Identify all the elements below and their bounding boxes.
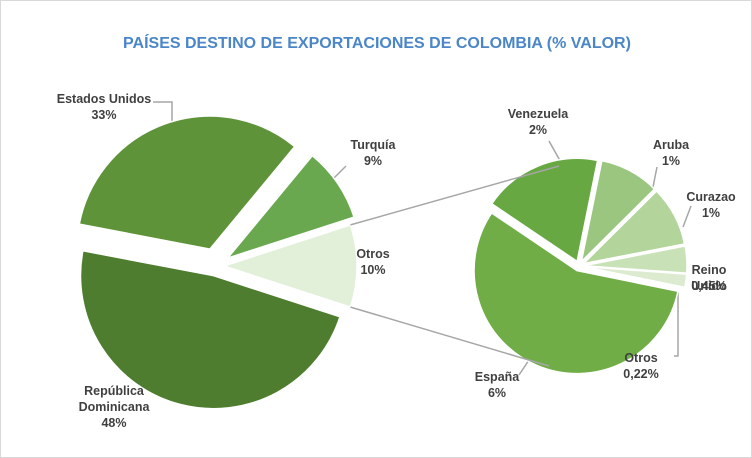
pie-slice bbox=[225, 154, 356, 260]
pie-slice bbox=[79, 249, 341, 410]
value-label: 2% bbox=[528, 123, 548, 137]
value-label: 1% bbox=[701, 206, 721, 220]
category-label: Curazao bbox=[686, 190, 736, 204]
category-label: Reino Unido bbox=[691, 263, 727, 293]
connector-line bbox=[350, 165, 560, 226]
category-label: República Dominicana bbox=[78, 384, 150, 414]
value-label: 0,45% bbox=[691, 279, 727, 293]
value-label: 10% bbox=[360, 263, 386, 277]
chart-title: PAÍSES DESTINO DE EXPORTACIONES DE COLOM… bbox=[123, 35, 631, 52]
leader-line bbox=[674, 293, 679, 357]
value-label: 33% bbox=[91, 108, 117, 122]
pie-slice bbox=[580, 159, 656, 264]
leader-line bbox=[682, 205, 692, 228]
leader-line bbox=[652, 166, 658, 188]
connector-line bbox=[350, 306, 550, 367]
pie-slice bbox=[490, 157, 599, 263]
pie-slice bbox=[221, 223, 358, 309]
pie-slice bbox=[583, 245, 688, 274]
category-label: Otros bbox=[624, 351, 658, 365]
category-label: Estados Unidos bbox=[56, 92, 152, 106]
category-label: Turquía bbox=[350, 138, 396, 152]
category-label: Venezuela bbox=[507, 107, 569, 121]
pie-slice bbox=[581, 190, 686, 265]
value-label: 6% bbox=[487, 386, 507, 400]
category-label: España bbox=[474, 370, 520, 384]
value-label: 1% bbox=[661, 154, 681, 168]
category-label: Aruba bbox=[652, 138, 690, 152]
category-label: Otros bbox=[356, 247, 390, 261]
value-label: 9% bbox=[363, 154, 383, 168]
leader-line bbox=[332, 165, 347, 180]
pie-slice bbox=[78, 115, 296, 250]
pie-slice bbox=[473, 211, 679, 375]
value-label: 0,22% bbox=[623, 367, 659, 381]
pie-slice bbox=[583, 265, 688, 289]
value-label: 48% bbox=[101, 416, 127, 430]
